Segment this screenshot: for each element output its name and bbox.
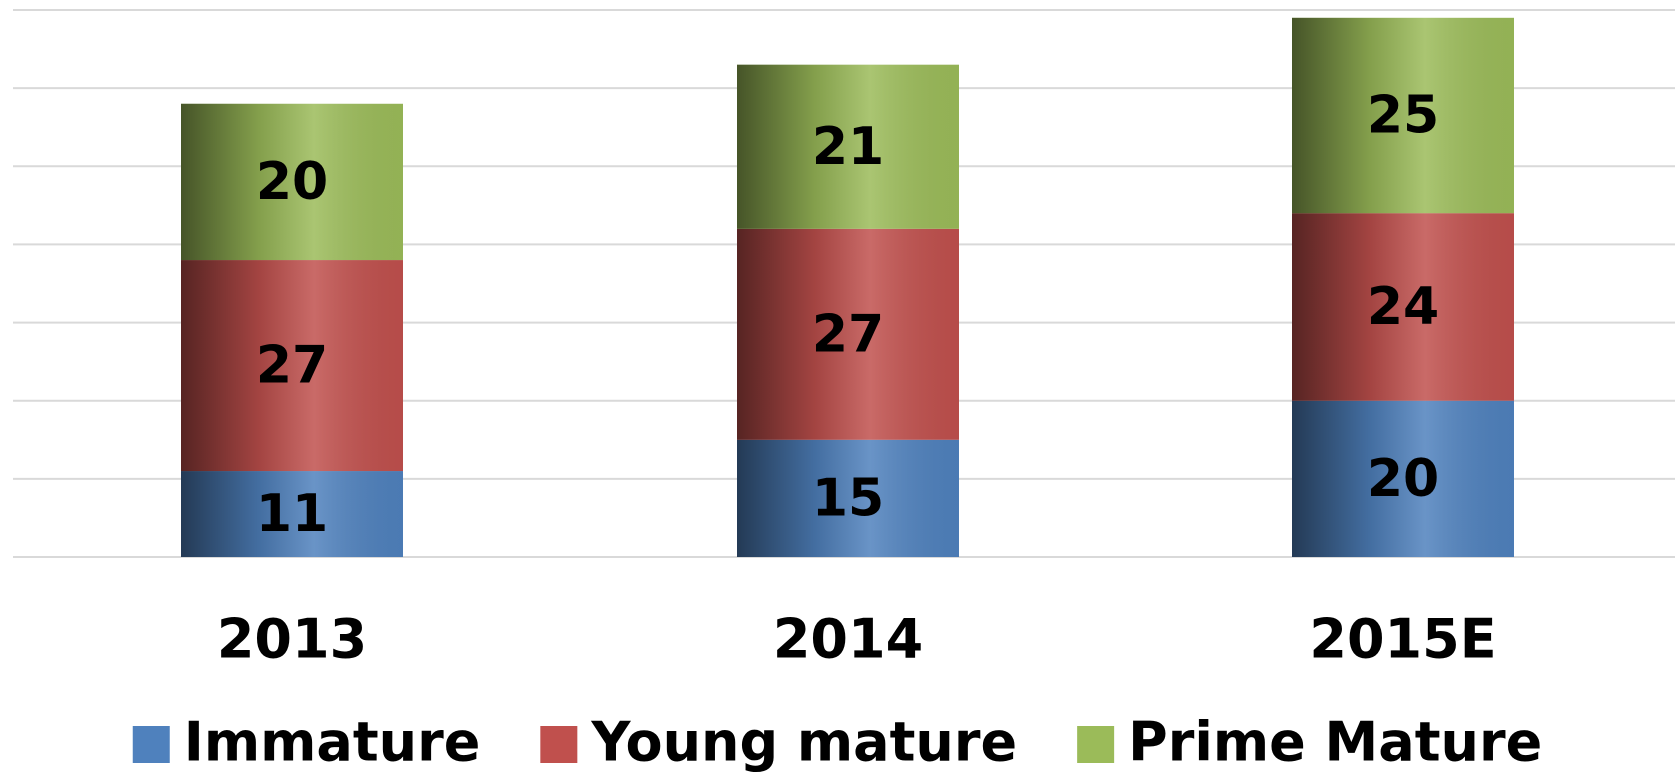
x-tick-label: 2013: [217, 608, 367, 671]
legend-swatch: [132, 726, 170, 763]
legend-label: Prime Mature: [1128, 711, 1542, 774]
data-label: 27: [256, 336, 328, 396]
data-label: 15: [812, 468, 884, 528]
bar-shade: [737, 439, 959, 557]
data-label: 24: [1367, 277, 1439, 337]
bar-shade: [737, 228, 959, 440]
data-label: 20: [256, 152, 328, 212]
bar-shade: [1292, 400, 1514, 557]
data-label: 25: [1367, 85, 1439, 145]
bar-shade: [1292, 213, 1514, 401]
legend-label: Immature: [184, 711, 481, 774]
x-tick-label: 2015E: [1309, 608, 1496, 671]
bar-shade: [737, 64, 959, 229]
data-label: 27: [812, 304, 884, 364]
legend-label: Young mature: [590, 711, 1017, 774]
bar-shade: [181, 103, 403, 261]
data-label: 11: [256, 484, 328, 544]
bar-shade: [181, 260, 403, 472]
legend-swatch: [1077, 726, 1115, 763]
data-label: 21: [812, 117, 884, 177]
bar-shade: [1292, 17, 1514, 214]
legend-swatch: [540, 726, 578, 763]
x-tick-label: 2014: [773, 608, 923, 671]
data-label: 20: [1367, 449, 1439, 509]
bar-shade: [181, 471, 403, 557]
